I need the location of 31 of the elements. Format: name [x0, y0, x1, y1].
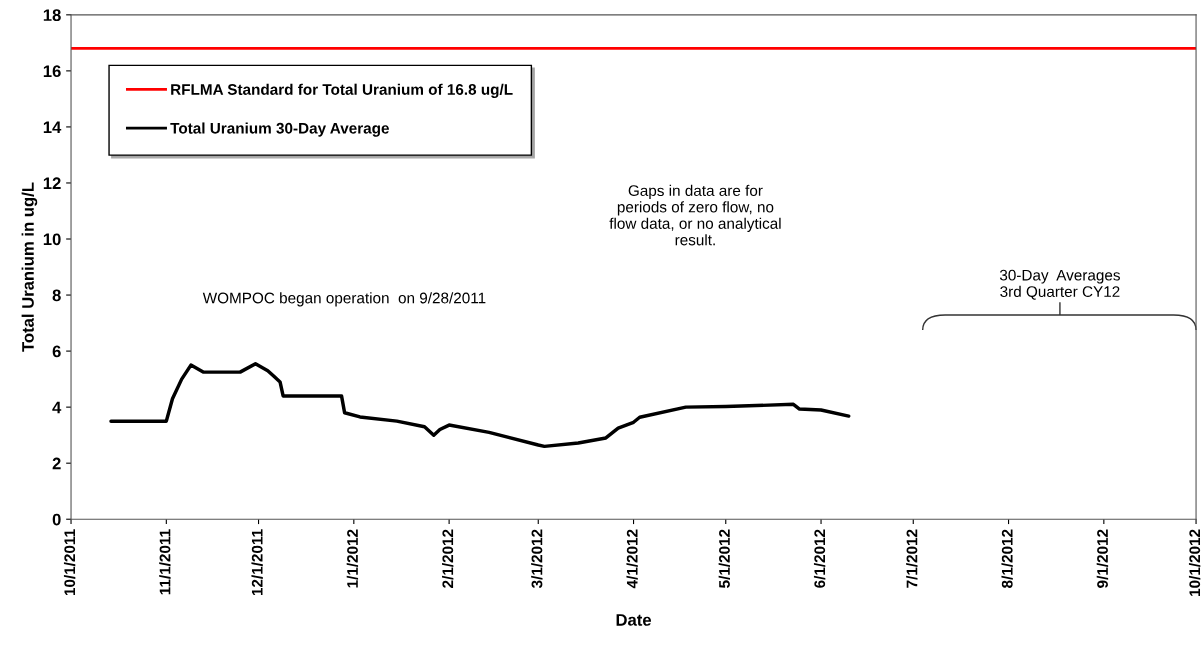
annotation: 30-Day Averages 3rd Quarter CY12	[999, 269, 1120, 300]
x-tick-label: 8/1/2012	[1001, 529, 1013, 588]
y-tick-label: 14	[43, 121, 62, 133]
annotation: WOMPOC began operation on 9/28/2011	[202, 292, 486, 307]
x-tick-label: 3/1/2012	[531, 529, 543, 589]
x-tick-label: 1/1/2012	[346, 529, 359, 588]
x-tick-label: 6/1/2012	[813, 529, 826, 588]
y-tick-label: 12	[43, 177, 61, 189]
y-tick-label: 4	[52, 401, 62, 414]
x-tick-label: 9/1/2012	[1096, 529, 1109, 588]
legend-label: Total Uranium 30-Day Average	[170, 122, 389, 137]
legend-label: RFLMA Standard for Total Uranium of 16.8 ug/L	[171, 83, 513, 98]
x-axis-title: Date	[616, 614, 652, 626]
y-tick-label: 6	[52, 345, 61, 358]
x-tick-label: 4/1/2012	[626, 529, 638, 589]
y-tick-label: 18	[43, 9, 61, 22]
x-tick-label: 12/1/2011	[251, 529, 263, 596]
y-tick-label: 2	[52, 457, 61, 470]
y-tick-label: 10	[43, 233, 61, 246]
x-tick-label: 2/1/2012	[441, 529, 454, 588]
x-tick-label: 5/1/2012	[718, 529, 731, 588]
y-tick-label: 0	[52, 513, 61, 526]
annotation: Gaps in data are for periods of zero flow, no flow data, or no analytical result.	[609, 184, 781, 246]
y-axis-title: Total Uranium in ug/L	[21, 182, 38, 352]
x-tick-label: 10/1/2011	[63, 529, 76, 596]
y-tick-label: 8	[52, 289, 61, 302]
line-series	[109, 361, 851, 449]
x-tick-label: 11/1/2011	[159, 529, 171, 595]
x-tick-label: 10/1/2012	[1188, 529, 1201, 596]
y-tick-label: 16	[43, 65, 61, 78]
x-tick-label: 7/1/2012	[906, 529, 918, 588]
